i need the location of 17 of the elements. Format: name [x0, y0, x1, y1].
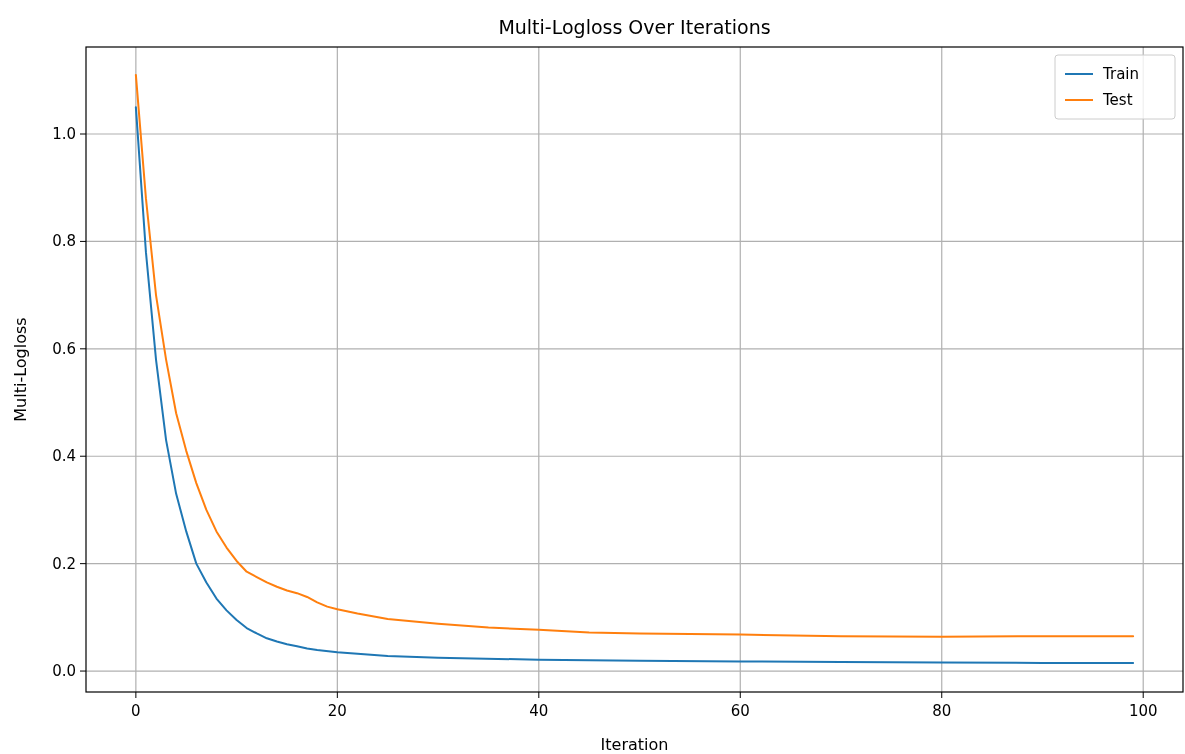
x-tick-label: 40 [529, 702, 549, 720]
x-tick-label: 80 [932, 702, 952, 720]
x-tick-label: 60 [730, 702, 750, 720]
y-tick-label: 0.6 [52, 339, 76, 358]
chart-title: Multi-Logloss Over Iterations [498, 16, 771, 38]
x-tick-label: 100 [1128, 702, 1158, 720]
x-tick-label: 20 [327, 702, 347, 720]
x-axis-title: Iteration [600, 735, 669, 754]
legend-label: Test [1102, 91, 1133, 109]
y-tick-label: 0.2 [52, 554, 76, 573]
y-tick-label: 0.8 [52, 232, 76, 251]
legend-label: Train [1102, 65, 1139, 83]
y-axis-title: Multi-Logloss [11, 317, 30, 422]
x-tick-label: 0 [131, 702, 141, 720]
y-tick-label: 0.0 [52, 662, 76, 681]
y-tick-label: 0.4 [52, 447, 76, 466]
y-tick-label: 1.0 [52, 125, 76, 143]
